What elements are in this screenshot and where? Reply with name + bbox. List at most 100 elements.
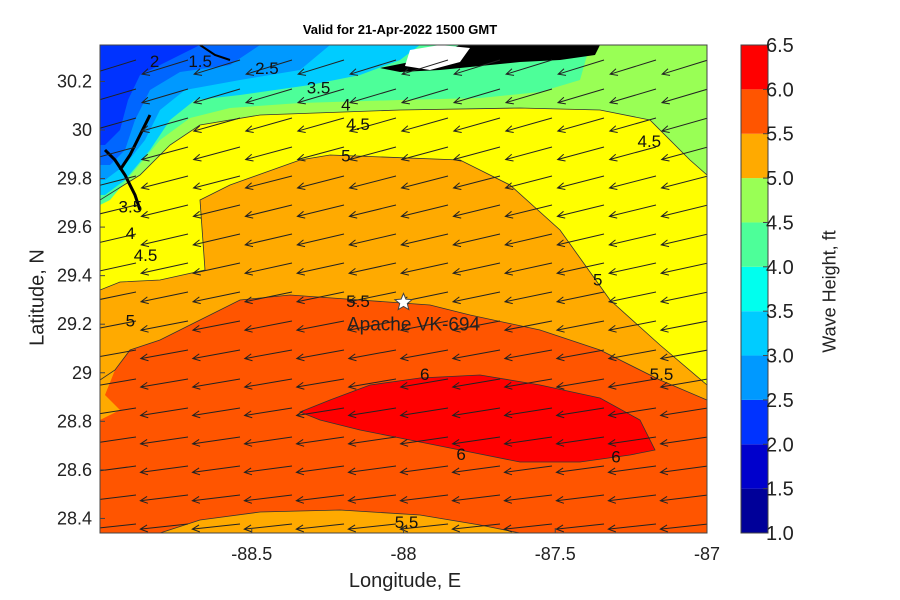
wave-arrow (504, 233, 553, 248)
wave-arrow (503, 378, 553, 390)
wave-arrow (244, 88, 293, 105)
contour-label: 5.5 (650, 365, 674, 384)
wave-arrow (504, 117, 553, 133)
wave-arrow (451, 262, 501, 276)
colorbar-swatch (741, 311, 768, 356)
wave-arrow (660, 146, 707, 162)
wave-arrow (296, 88, 345, 105)
wave-arrow (191, 523, 241, 533)
wave-arrow (452, 146, 501, 162)
wave-arrow (452, 117, 501, 133)
y-tick-label: 29.4 (57, 266, 92, 286)
wave-arrow (192, 175, 241, 191)
colorbar-swatch (741, 266, 768, 312)
wave-arrow (555, 349, 605, 362)
wave-arrow (659, 494, 707, 504)
wave-arrow (100, 146, 137, 158)
wave-arrow (660, 88, 707, 105)
colorbar-frame (740, 44, 769, 534)
colorbar-tick-label: 3.0 (766, 346, 794, 368)
wave-arrow (607, 262, 657, 276)
wave-arrow (139, 262, 189, 276)
wave-arrow (100, 523, 137, 529)
wave-arrow (295, 378, 345, 390)
wave-arrow (100, 320, 137, 329)
contour-band-1.5-2.0 (100, 45, 200, 145)
wave-arrow (100, 59, 137, 72)
coastline (103, 45, 600, 211)
wave-arrow (296, 233, 345, 248)
wave-arrow (347, 291, 397, 305)
y-tick-label: 28.6 (57, 460, 92, 480)
wave-arrow (607, 291, 657, 305)
wave-arrow (607, 523, 657, 533)
colorbar-tick-label: 3.5 (766, 301, 794, 323)
colorbar-swatch (741, 178, 768, 223)
contour-band-5.0-5.5 (100, 155, 707, 400)
colorbar-swatch (741, 222, 768, 267)
wave-arrow (243, 407, 293, 419)
wave-arrow (100, 349, 137, 358)
wave-arrow (347, 262, 397, 276)
wave-arrow (555, 407, 605, 419)
wave-arrow (191, 320, 241, 333)
wave-arrow (399, 436, 449, 447)
x-tick-label: -87 (694, 544, 720, 564)
colorbar-tick-label: 2.0 (766, 434, 794, 456)
wave-arrow (193, 59, 241, 76)
wave-arrow (452, 88, 501, 105)
station-marker: Apache VK-694 (347, 292, 480, 335)
wave-arrow (348, 204, 397, 219)
contour-label: 5 (341, 147, 350, 166)
contour-band-6.0-6.5 (300, 375, 655, 462)
wave-arrow (400, 175, 449, 191)
y-tick-label: 29.2 (57, 314, 92, 334)
wave-arrow (607, 465, 657, 476)
wave-arrow (296, 175, 345, 191)
wave-arrow (399, 407, 449, 419)
colorbar-tick-label: 5.5 (766, 124, 794, 146)
wave-arrow (347, 465, 397, 476)
contour-label: 5 (126, 312, 135, 331)
colorbar-tick-label: 4.5 (766, 212, 794, 234)
wave-arrow (555, 262, 605, 276)
wave-arrow (243, 494, 293, 504)
wave-arrow (100, 262, 137, 272)
wave-arrow (349, 59, 397, 76)
colorbar-tick-label: 2.5 (766, 390, 794, 412)
wave-arrow (100, 117, 137, 129)
wave-arrow (608, 146, 657, 162)
wave-arrow (608, 233, 657, 248)
wave-arrow (348, 175, 397, 191)
wave-arrow (348, 233, 397, 248)
wave-arrow (556, 88, 605, 105)
x-axis-ticks: -88.5 -88 -87.5 -87 (231, 528, 720, 564)
wave-arrow (607, 320, 657, 333)
wave-arrow (555, 378, 605, 390)
wave-arrow (607, 436, 657, 447)
wave-arrow (555, 291, 605, 305)
wave-arrow (348, 117, 397, 133)
contour-label: 6 (420, 365, 429, 384)
wave-arrow (556, 175, 605, 191)
wave-arrow (556, 146, 605, 162)
wave-arrow (608, 117, 657, 133)
wave-arrow (400, 233, 449, 248)
wave-arrow (139, 494, 189, 504)
contour-label: 4.5 (638, 132, 662, 151)
wave-arrow (399, 494, 449, 504)
wave-arrow (555, 523, 605, 533)
wave-arrow (399, 320, 449, 333)
colorbar-swatch (741, 399, 768, 445)
wave-arrow (100, 494, 137, 500)
wave-arrow (659, 436, 707, 447)
wave-arrow (139, 349, 189, 362)
wave-arrow (504, 88, 553, 105)
wave-arrow (452, 204, 501, 219)
wave-arrow (503, 349, 553, 362)
wave-arrow (139, 465, 189, 476)
contour-label: 2.5 (255, 59, 279, 78)
wave-arrow (295, 291, 345, 305)
wave-arrow (451, 291, 501, 305)
wave-arrow (401, 59, 449, 76)
